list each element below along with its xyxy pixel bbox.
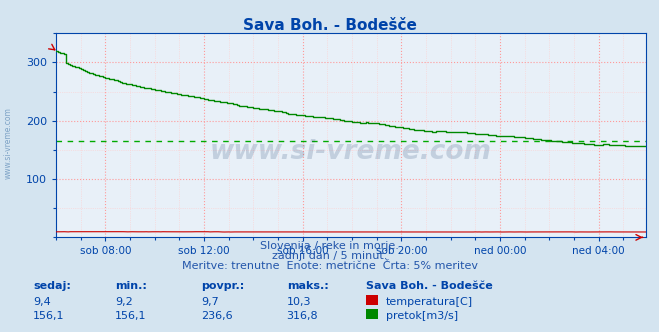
Text: www.si-vreme.com: www.si-vreme.com	[3, 107, 13, 179]
Text: Sava Boh. - Bodešče: Sava Boh. - Bodešče	[366, 281, 492, 290]
Text: Sava Boh. - Bodešče: Sava Boh. - Bodešče	[243, 18, 416, 33]
Text: Slovenija / reke in morje.: Slovenija / reke in morje.	[260, 241, 399, 251]
Text: sedaj:: sedaj:	[33, 281, 71, 290]
Text: 316,8: 316,8	[287, 311, 318, 321]
Text: www.si-vreme.com: www.si-vreme.com	[210, 139, 492, 165]
Text: 10,3: 10,3	[287, 297, 311, 307]
Text: Meritve: trenutne  Enote: metrične  Črta: 5% meritev: Meritve: trenutne Enote: metrične Črta: …	[181, 261, 478, 271]
Text: 236,6: 236,6	[201, 311, 233, 321]
Text: 9,7: 9,7	[201, 297, 219, 307]
Text: pretok[m3/s]: pretok[m3/s]	[386, 311, 457, 321]
Text: temperatura[C]: temperatura[C]	[386, 297, 473, 307]
Text: maks.:: maks.:	[287, 281, 328, 290]
Text: povpr.:: povpr.:	[201, 281, 244, 290]
Text: 156,1: 156,1	[33, 311, 65, 321]
Text: 156,1: 156,1	[115, 311, 147, 321]
Text: 9,4: 9,4	[33, 297, 51, 307]
Text: zadnji dan / 5 minut.: zadnji dan / 5 minut.	[272, 251, 387, 261]
Text: min.:: min.:	[115, 281, 147, 290]
Text: 9,2: 9,2	[115, 297, 133, 307]
